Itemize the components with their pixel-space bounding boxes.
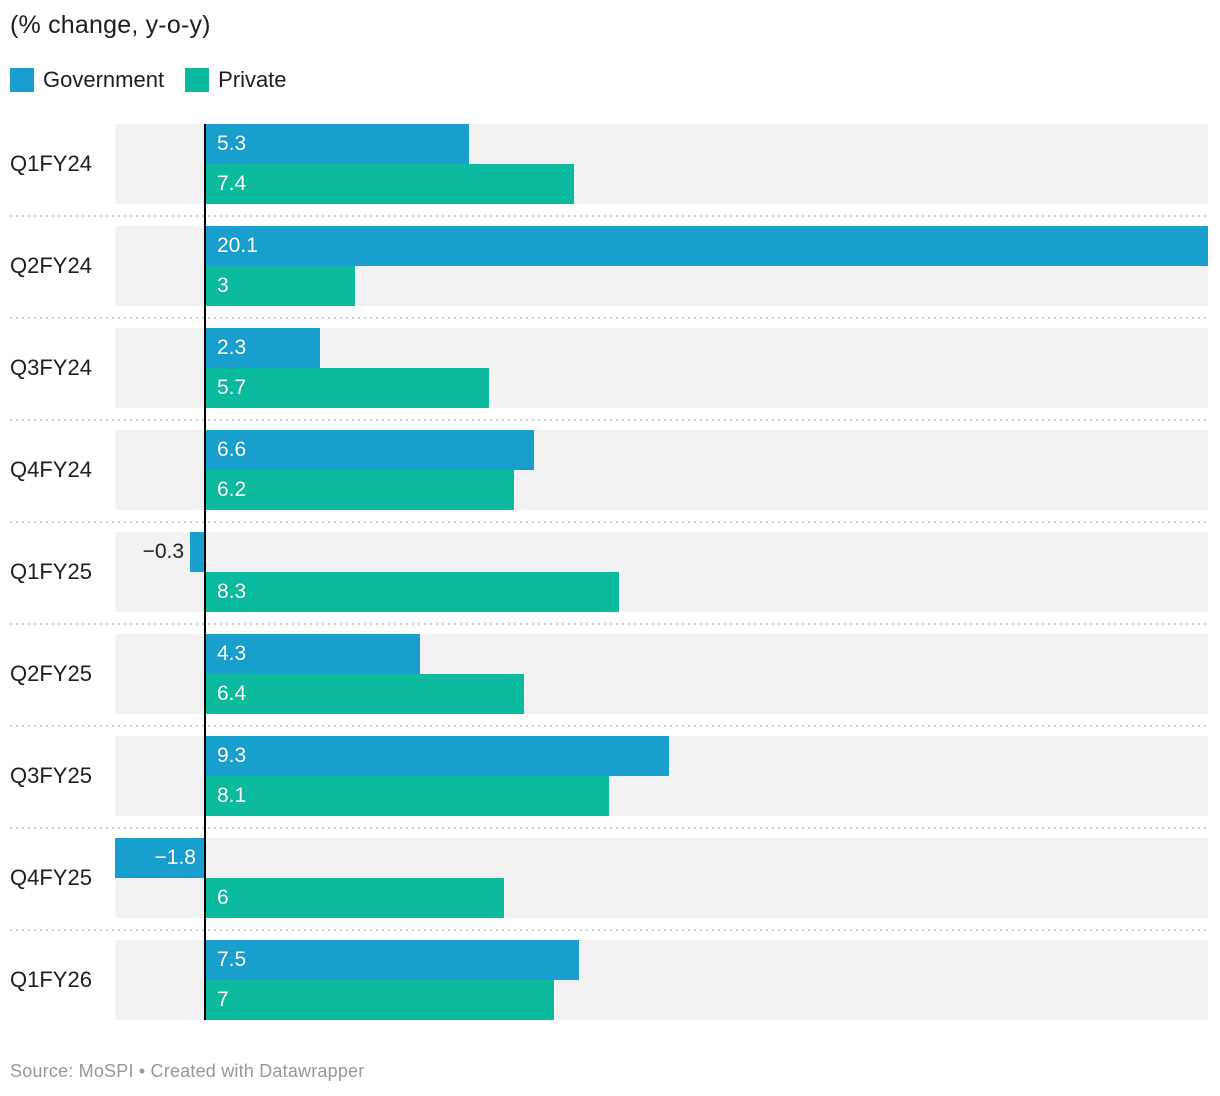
bar-government [205, 940, 580, 980]
bar-private [205, 470, 515, 510]
value-label-private: 5.7 [217, 376, 247, 399]
row-separator [10, 827, 1210, 829]
bar-private [205, 266, 355, 306]
bar-government [190, 532, 205, 572]
bar-government [205, 736, 670, 776]
row-separator [10, 725, 1210, 727]
category-label: Q2FY25 [10, 661, 92, 686]
bar-government [205, 430, 535, 470]
category-label: Q1FY26 [10, 967, 92, 992]
bar-private [205, 980, 555, 1020]
bar-private [205, 776, 610, 816]
chart-title: (% change, y-o-y) [10, 11, 211, 39]
value-label-private: 7.4 [217, 172, 247, 195]
row-separator [10, 419, 1210, 421]
value-label-private: 8.1 [217, 784, 247, 807]
row-separator [10, 317, 1210, 319]
value-label-private: 3 [217, 274, 229, 297]
category-label: Q1FY24 [10, 151, 92, 176]
legend-swatch-government [10, 67, 34, 92]
value-label-government: −1.8 [154, 846, 196, 869]
category-label: Q2FY24 [10, 253, 92, 278]
bar-government [205, 124, 470, 164]
category-label: Q3FY25 [10, 763, 92, 788]
legend-label-government: Government [43, 66, 165, 92]
row-separator [10, 215, 1210, 217]
value-label-government: −0.3 [142, 540, 185, 563]
legend-swatch-private [185, 67, 210, 92]
zero-axis-line [204, 124, 206, 1020]
value-label-government: 7.5 [217, 948, 247, 971]
bar-government [205, 226, 1208, 266]
row-separator [10, 623, 1210, 625]
bar-private [205, 674, 525, 714]
row-separator [10, 929, 1210, 931]
category-label: Q1FY25 [10, 559, 92, 584]
category-label: Q3FY24 [10, 355, 92, 380]
value-label-private: 8.3 [217, 580, 247, 603]
legend-item-government: Government [10, 67, 164, 93]
bar-government [205, 328, 320, 368]
value-label-private: 6.4 [217, 682, 247, 705]
bar-private [205, 368, 490, 408]
category-label: Q4FY25 [10, 865, 92, 890]
row-separator [10, 521, 1210, 523]
legend-label-private: Private [218, 66, 287, 92]
value-label-private: 6.2 [217, 478, 247, 501]
source-attribution: Source: MoSPI • Created with Datawrapper [10, 1061, 365, 1081]
value-label-private: 7 [217, 988, 229, 1011]
value-label-government: 6.6 [217, 438, 247, 461]
legend: Government Private [10, 67, 287, 92]
value-label-private: 6 [217, 886, 229, 909]
value-label-government: 9.3 [217, 744, 247, 767]
value-label-government: 4.3 [217, 642, 247, 665]
value-label-government: 20.1 [217, 234, 258, 257]
bar-private [205, 164, 575, 204]
value-label-government: 2.3 [217, 336, 247, 359]
bar-private [205, 572, 620, 612]
value-label-government: 5.3 [217, 132, 247, 155]
bar-government [205, 634, 420, 674]
legend-item-private: Private [185, 66, 287, 93]
bar-private [205, 878, 505, 918]
category-label: Q4FY24 [10, 457, 92, 482]
bar-government [115, 838, 205, 878]
